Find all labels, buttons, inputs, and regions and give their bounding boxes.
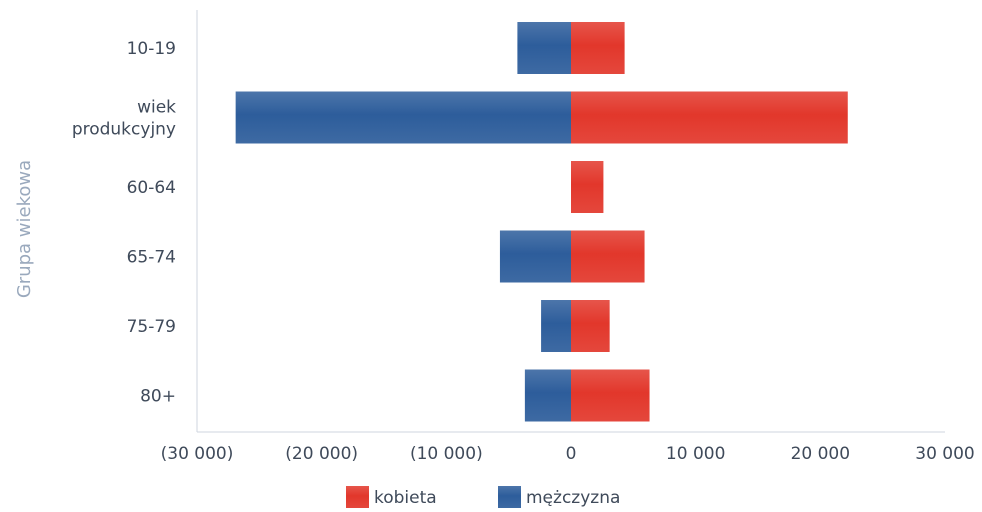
legend: kobieta mężczyzna — [346, 486, 620, 508]
bar-mezczyzna-4 — [541, 300, 571, 352]
bar-mezczyzna-0 — [517, 22, 571, 74]
bars — [235, 22, 848, 422]
x-tick-label: (30 000) — [161, 444, 234, 464]
x-tick-label: 10 000 — [666, 444, 725, 464]
bar-kobieta-4 — [571, 300, 610, 352]
legend-swatch-kobieta — [346, 486, 369, 508]
y-axis-title-group: Grupa wiekowa — [14, 160, 35, 298]
x-tick-label: (10 000) — [410, 444, 483, 464]
bar-kobieta-2 — [571, 161, 604, 213]
legend-swatch-mezczyzna — [498, 486, 521, 508]
category-label: 75-79 — [127, 317, 176, 337]
bar-mezczyzna-5 — [524, 369, 571, 422]
bar-kobieta-5 — [571, 369, 650, 422]
category-label: 65-74 — [127, 248, 176, 268]
legend-label-mezczyzna: mężczyzna — [526, 488, 620, 508]
category-label: produkcyjny — [72, 120, 176, 140]
bar-mezczyzna-1 — [235, 91, 571, 144]
x-tick-label: 30 000 — [915, 444, 974, 464]
category-label: wiek — [137, 98, 176, 118]
bar-kobieta-1 — [571, 91, 848, 144]
x-tick-label: (20 000) — [285, 444, 358, 464]
category-label: 10-19 — [127, 39, 176, 59]
bar-mezczyzna-3 — [499, 230, 571, 283]
category-label: 60-64 — [127, 178, 176, 198]
x-tick-labels: (30 000) (20 000) (10 000) 0 10 000 20 000 30 … — [161, 444, 975, 464]
bar-kobieta-3 — [571, 230, 645, 283]
axes — [196, 10, 945, 433]
x-tick-label: 20 000 — [791, 444, 850, 464]
bar-kobieta-0 — [571, 22, 625, 74]
legend-label-kobieta: kobieta — [374, 488, 437, 508]
y-axis-title: Grupa wiekowa — [14, 160, 35, 298]
category-label: 80+ — [140, 387, 176, 407]
x-tick-label: 0 — [566, 444, 577, 464]
